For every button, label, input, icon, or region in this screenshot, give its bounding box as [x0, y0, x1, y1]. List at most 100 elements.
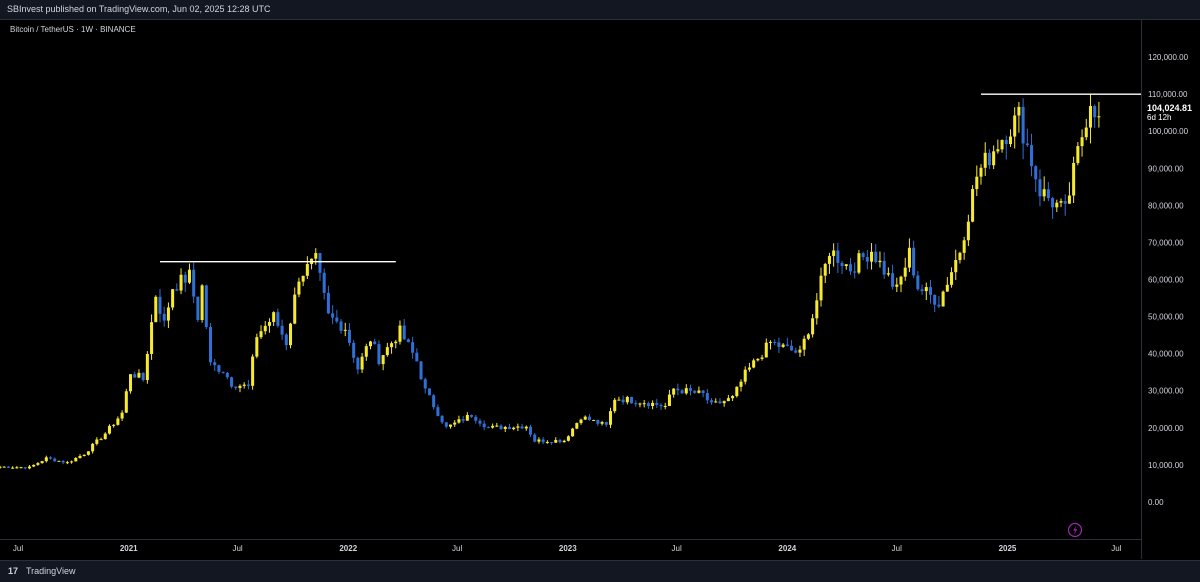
candle-up [958, 252, 962, 261]
candle-up [823, 263, 827, 276]
candle-up [562, 440, 566, 443]
candle-down [705, 393, 709, 401]
candle-up [116, 418, 120, 425]
candle-up [554, 439, 558, 443]
candle-up [364, 346, 368, 357]
candle-down [840, 262, 844, 267]
candle-down [427, 388, 431, 396]
candle-up [1042, 189, 1046, 197]
price-tick-label: 0.00 [1148, 498, 1164, 507]
candle-down [676, 388, 680, 391]
footer-bar: 17 TradingView [0, 560, 1200, 582]
candle-up [293, 294, 297, 324]
candle-down [326, 292, 330, 314]
candle-up [91, 443, 95, 452]
candle-up [1097, 116, 1101, 118]
candle-down [1025, 143, 1029, 146]
candle-up [457, 419, 461, 423]
price-tick-label: 60,000.00 [1148, 276, 1184, 285]
candle-up [112, 424, 116, 426]
candle-up [983, 152, 987, 168]
candle-down [486, 427, 490, 429]
candle-down [848, 264, 853, 272]
candle-up [672, 388, 676, 395]
candle-up [74, 457, 78, 462]
candle-up [971, 189, 975, 222]
candle-up [752, 360, 756, 368]
candle-up [537, 439, 541, 442]
price-axis[interactable]: 0.00 10,000.00 20,000.00 30,000.00 40,000.00… [1148, 53, 1189, 507]
candle-up [979, 167, 983, 177]
tradingview-logo-icon[interactable]: 17 [8, 566, 19, 576]
symbol-info[interactable]: Bitcoin / TetherUS · 1W · BINANCE [10, 25, 136, 34]
candle-down [204, 285, 208, 328]
candle-up [832, 250, 836, 256]
candle-down [550, 442, 554, 444]
candle-up [857, 253, 861, 273]
candle-down [192, 269, 196, 297]
candle-down [659, 404, 663, 407]
candle-up [0, 466, 2, 468]
candle-up [870, 251, 874, 262]
candle-down [874, 251, 878, 263]
time-axis[interactable]: Jul 2021 Jul 2022 Jul 2023 Jul 2024 Jul 2025 Jul [13, 544, 1122, 553]
candle-down [335, 317, 339, 322]
candle-down [377, 344, 381, 365]
candle-down [520, 426, 524, 429]
candle-up [448, 424, 453, 427]
candle-up [40, 461, 44, 464]
time-tick-label: Jul [892, 544, 902, 553]
candle-down [693, 390, 697, 393]
candle-down [1046, 189, 1050, 199]
candle-down [356, 357, 360, 370]
candle-down [1093, 106, 1097, 118]
candle-up [592, 419, 596, 421]
candle-down [331, 313, 335, 318]
candle-up [1076, 146, 1080, 163]
candle-up [1072, 162, 1076, 196]
candle-down [912, 247, 916, 276]
candle-up [65, 462, 69, 464]
candle-up [381, 355, 385, 365]
candle-down [402, 325, 406, 340]
last-price-value: 104,024.81 [1147, 103, 1192, 113]
candle-up [895, 284, 899, 287]
candle-up [642, 403, 646, 405]
time-tick-label: 2022 [339, 544, 357, 553]
candle-up [768, 341, 773, 343]
candle-down [680, 390, 684, 394]
candle-up [394, 341, 398, 344]
candle-up [368, 341, 373, 347]
candle-down [853, 271, 857, 273]
candle-up [583, 416, 587, 420]
candle-up [78, 456, 82, 458]
candle-up [1067, 195, 1071, 204]
candle-up [120, 412, 124, 419]
candle-down [1021, 106, 1025, 144]
candle-down [209, 327, 213, 363]
candle-up [263, 325, 267, 332]
candle-down [933, 294, 937, 305]
lightning-icon[interactable] [1067, 522, 1083, 538]
candle-down [318, 253, 322, 273]
footer-brand[interactable]: TradingView [26, 566, 76, 576]
candle-down [284, 334, 288, 346]
candle-down [482, 423, 486, 428]
candle-up [32, 464, 36, 467]
time-tick-label: Jul [672, 544, 682, 553]
candle-down [646, 403, 650, 406]
candle-up [19, 467, 23, 469]
candle-down [158, 296, 162, 314]
candle-up [503, 426, 507, 430]
candle-up [962, 240, 966, 253]
candlestick-chart[interactable]: 0.00 10,000.00 20,000.00 30,000.00 40,000.00… [0, 20, 1200, 559]
candle-up [107, 425, 111, 434]
candle-down [280, 325, 284, 335]
time-tick-label: Jul [452, 544, 462, 553]
last-price-tag: 104,024.81 6d 12h [1147, 103, 1192, 122]
resistance-lines[interactable] [159, 93, 1141, 263]
candle-down [836, 250, 840, 263]
candle-up [491, 425, 495, 428]
candle-up [495, 425, 499, 427]
candle-down [276, 312, 280, 326]
